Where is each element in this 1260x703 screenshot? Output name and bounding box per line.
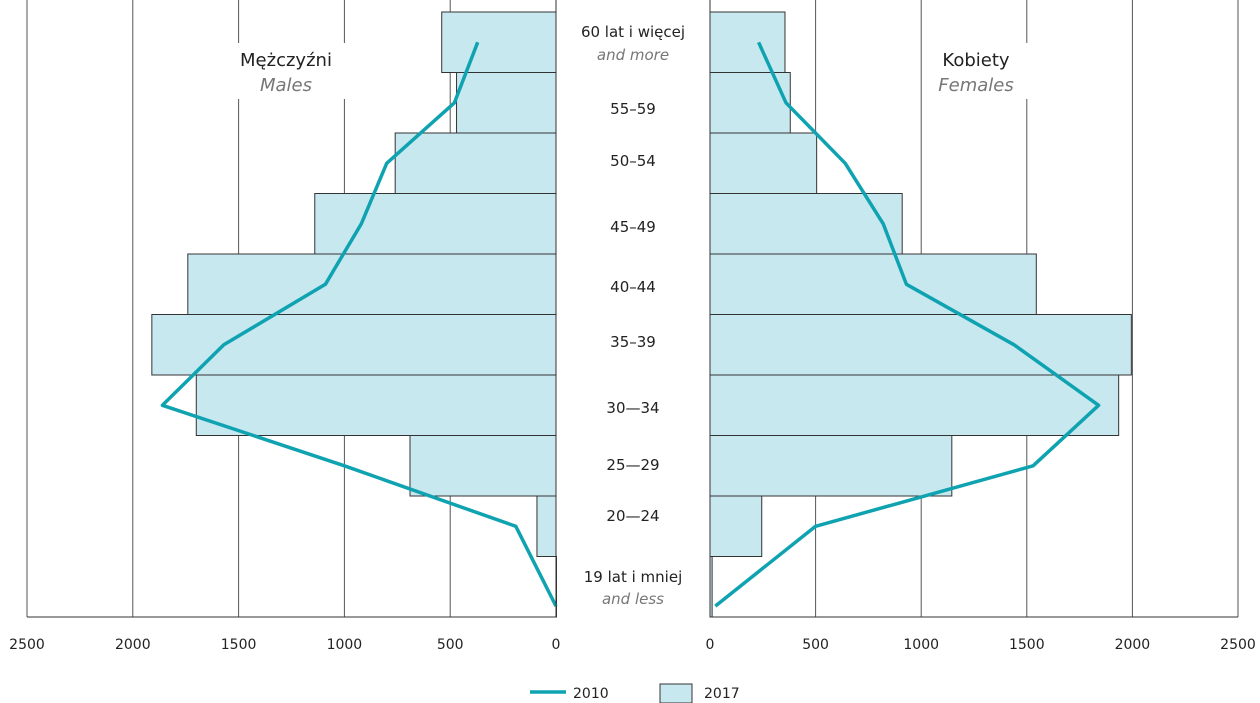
male-bar-2017 — [151, 314, 557, 376]
male-bar-2017 — [314, 193, 557, 255]
left-tick-label: 1500 — [221, 637, 257, 653]
right-tick-label: 2500 — [1220, 637, 1256, 653]
age-label-en: and less — [602, 590, 664, 608]
age-label: 55–59 — [610, 100, 656, 118]
age-label: 20—24 — [606, 507, 659, 525]
right-title: Kobiety — [942, 50, 1009, 71]
female-bar-2017 — [709, 253, 1037, 315]
left-tick-label: 1000 — [327, 637, 363, 653]
male-line-2010 — [160, 41, 558, 607]
age-label: 50–54 — [610, 152, 656, 170]
right-tick-label: 500 — [802, 637, 829, 653]
age-label: 25—29 — [606, 456, 659, 474]
age-label: 45–49 — [610, 218, 656, 236]
bars-2017 — [151, 11, 1132, 618]
female-line-2010 — [714, 41, 1101, 608]
right-tick-label: 1500 — [1009, 637, 1045, 653]
right-tick-label: 2000 — [1115, 637, 1151, 653]
legend-label-2010: 2010 — [573, 686, 609, 702]
left-tick-label: 2500 — [9, 637, 45, 653]
female-bar-2017 — [709, 435, 953, 497]
left-tick-label: 500 — [437, 637, 464, 653]
female-bar-2017 — [709, 132, 818, 194]
female-bar-2017 — [709, 495, 763, 557]
legend: 2010 2017 — [530, 683, 740, 703]
female-bar-2017 — [709, 314, 1132, 376]
male-bar-2017 — [456, 72, 557, 134]
male-bar-2017 — [187, 253, 557, 315]
male-bar-2017 — [441, 11, 557, 73]
right-panel-title: Kobiety Females — [922, 43, 1030, 99]
age-label: 35–39 — [610, 333, 656, 351]
right-title-en: Females — [938, 75, 1013, 96]
female-bar-2017 — [709, 374, 1120, 436]
female-bar-2017 — [709, 193, 903, 255]
left-title: Mężczyźni — [240, 50, 332, 71]
left-title-en: Males — [260, 75, 312, 96]
left-panel-title: Mężczyźni Males — [226, 43, 346, 99]
right-tick-label: 0 — [706, 637, 715, 653]
age-label: 19 lat i mniej — [584, 568, 682, 586]
male-bar-2017 — [195, 374, 557, 436]
male-bar-2017 — [394, 132, 557, 194]
age-label: 60 lat i więcej — [581, 23, 685, 41]
female-bar-2017 — [709, 11, 786, 73]
legend-label-2017: 2017 — [704, 686, 740, 702]
age-label: 40–44 — [610, 278, 656, 296]
age-label-en: and more — [597, 46, 669, 64]
left-tick-label: 0 — [552, 637, 561, 653]
tick-labels: 0 0 500 500 1000 1000 1500 1500 2000 2000 2500 2500 — [9, 637, 1256, 653]
legend-box-swatch — [659, 683, 693, 703]
left-tick-label: 2000 — [115, 637, 151, 653]
male-bar-2017 — [536, 495, 557, 557]
male-bar-2017 — [409, 435, 557, 497]
right-tick-label: 1000 — [903, 637, 939, 653]
x-axes — [27, 0, 1238, 618]
age-label: 30—34 — [606, 399, 659, 417]
lines-2010 — [160, 41, 1101, 608]
age-group-labels: 19 lat i mniej and less 20—24 25—29 30—34 35–… — [581, 23, 685, 608]
